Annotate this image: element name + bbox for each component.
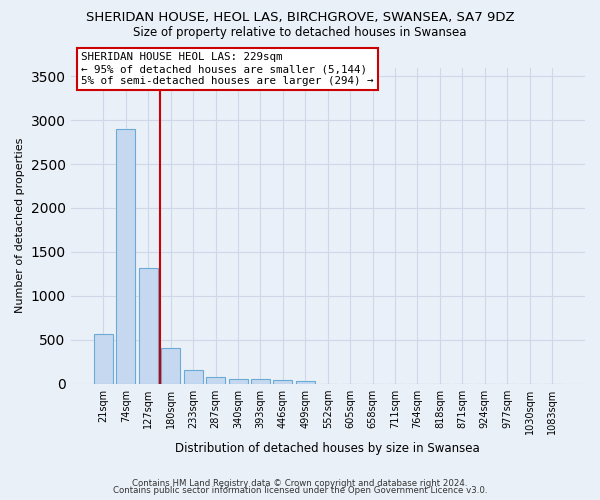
Bar: [94, 334, 113, 384]
Text: Size of property relative to detached houses in Swansea: Size of property relative to detached ho…: [133, 26, 467, 39]
Text: Contains HM Land Registry data © Crown copyright and database right 2024.: Contains HM Land Registry data © Crown c…: [132, 478, 468, 488]
Text: Contains public sector information licensed under the Open Government Licence v3: Contains public sector information licen…: [113, 486, 487, 495]
Bar: [161, 348, 180, 384]
Bar: [251, 379, 270, 384]
Bar: [184, 370, 203, 384]
Text: SHERIDAN HOUSE, HEOL LAS, BIRCHGROVE, SWANSEA, SA7 9DZ: SHERIDAN HOUSE, HEOL LAS, BIRCHGROVE, SW…: [86, 11, 514, 24]
X-axis label: Distribution of detached houses by size in Swansea: Distribution of detached houses by size …: [175, 442, 480, 455]
Bar: [229, 378, 248, 384]
Y-axis label: Number of detached properties: Number of detached properties: [15, 138, 25, 313]
Bar: [296, 381, 315, 384]
Bar: [139, 268, 158, 384]
Bar: [116, 129, 136, 384]
Bar: [206, 376, 225, 384]
Bar: [274, 380, 292, 384]
Text: SHERIDAN HOUSE HEOL LAS: 229sqm
← 95% of detached houses are smaller (5,144)
5% : SHERIDAN HOUSE HEOL LAS: 229sqm ← 95% of…: [81, 52, 373, 86]
